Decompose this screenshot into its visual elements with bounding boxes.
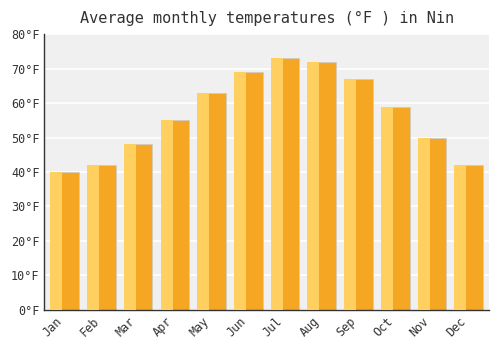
FancyBboxPatch shape: [234, 72, 246, 310]
Bar: [198, 93, 226, 310]
Bar: [270, 58, 300, 310]
FancyBboxPatch shape: [160, 120, 172, 310]
FancyBboxPatch shape: [454, 165, 466, 310]
Bar: [124, 145, 152, 310]
Bar: [87, 165, 116, 310]
Bar: [234, 72, 262, 310]
Bar: [308, 62, 336, 310]
FancyBboxPatch shape: [198, 93, 209, 310]
Bar: [381, 106, 410, 310]
FancyBboxPatch shape: [381, 106, 393, 310]
FancyBboxPatch shape: [270, 58, 283, 310]
Bar: [454, 165, 483, 310]
Bar: [418, 138, 446, 310]
FancyBboxPatch shape: [50, 172, 62, 310]
Title: Average monthly temperatures (°F ) in Nin: Average monthly temperatures (°F ) in Ni…: [80, 11, 454, 26]
FancyBboxPatch shape: [87, 165, 99, 310]
Bar: [160, 120, 189, 310]
FancyBboxPatch shape: [124, 145, 136, 310]
Bar: [50, 172, 79, 310]
Bar: [344, 79, 373, 310]
FancyBboxPatch shape: [308, 62, 320, 310]
FancyBboxPatch shape: [344, 79, 356, 310]
FancyBboxPatch shape: [418, 138, 430, 310]
